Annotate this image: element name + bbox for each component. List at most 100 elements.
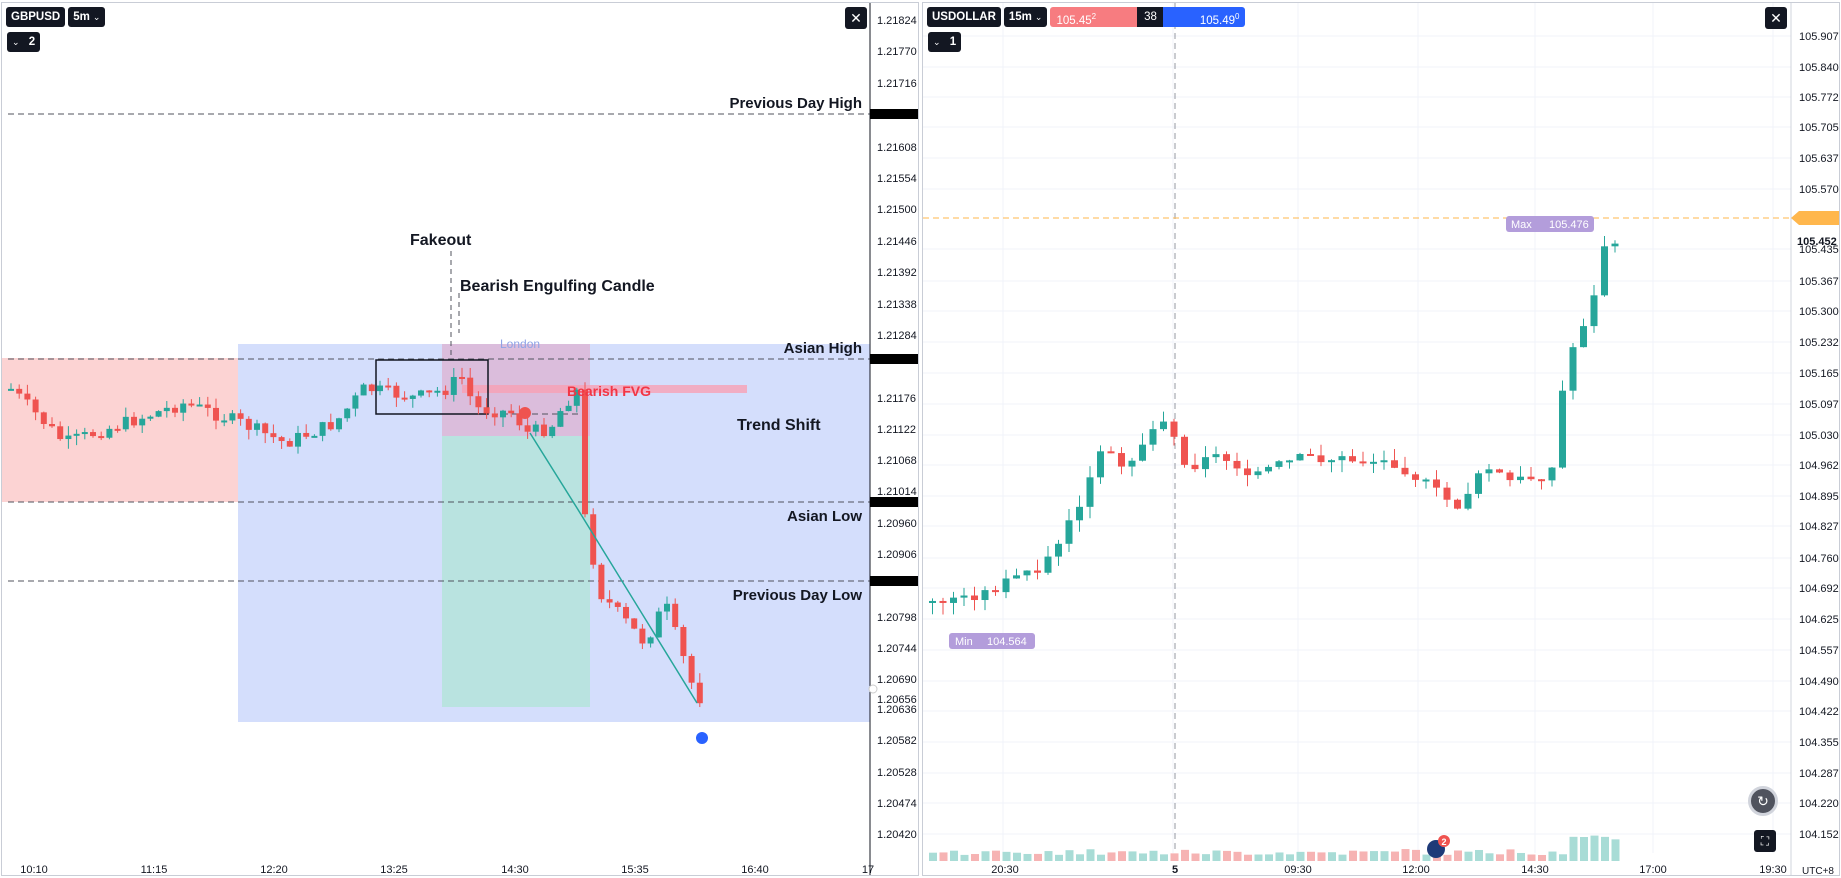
- candle-body: [311, 435, 318, 438]
- max-value: 105.476: [1549, 219, 1589, 231]
- level-price-tag: [870, 497, 918, 507]
- layers-toggle[interactable]: ⌄ 1: [928, 32, 962, 52]
- volume-bar: [1517, 852, 1525, 861]
- sell-price-sup: 2: [1091, 12, 1097, 21]
- gbpusd-chart-canvas[interactable]: Previous Day High Asian High Asian Low Prev…: [2, 3, 919, 876]
- candle-body: [426, 390, 433, 393]
- volume-bar: [1233, 851, 1242, 861]
- candle-body: [409, 395, 416, 399]
- candle-body: [196, 404, 203, 407]
- volume-bar: [1317, 852, 1326, 861]
- candle-body: [254, 423, 260, 430]
- volume-bar: [1401, 849, 1410, 861]
- volume-bar: [1464, 851, 1473, 861]
- candle-body: [163, 407, 170, 412]
- volume-bar: [1454, 850, 1462, 861]
- candle-body: [541, 424, 547, 437]
- candle-body: [614, 602, 621, 607]
- volume-bar: [1548, 851, 1557, 861]
- candle-body: [1328, 460, 1335, 463]
- candle-body: [524, 425, 531, 432]
- target-zone: [442, 436, 590, 707]
- candle-body: [631, 618, 638, 629]
- volume-bar: [1569, 836, 1578, 861]
- price-axis-label: 1.21284: [877, 330, 917, 342]
- candle-body: [442, 390, 449, 395]
- volume-bar: [1013, 852, 1021, 861]
- volume-bar: [1002, 851, 1011, 861]
- volume-bar: [1506, 849, 1515, 861]
- usdollar-chart-pane[interactable]: Max 105.476 Min 104.564 2 105.907 105.840 105.7…: [922, 2, 1840, 876]
- layers-toggle[interactable]: ⌄ 2: [7, 32, 41, 52]
- candle-body: [1128, 460, 1136, 467]
- volume-bar: [1244, 854, 1252, 861]
- candle-body: [204, 404, 211, 408]
- interval-button[interactable]: 5m ⌄: [68, 7, 106, 27]
- candle-body: [1580, 326, 1587, 348]
- volume-bar: [1107, 852, 1116, 861]
- auto-scale-icon[interactable]: ⛶: [1754, 830, 1776, 852]
- price-axis-label: 1.20960: [877, 518, 917, 530]
- candle-body: [483, 407, 490, 414]
- sell-button[interactable]: 105.452: [1050, 7, 1138, 27]
- usdollar-chart-canvas[interactable]: Max 105.476 Min 104.564 2 105.907 105.840 105.7…: [923, 3, 1840, 876]
- price-axis-label: 1.21716: [877, 78, 917, 90]
- symbol-button[interactable]: GBPUSD: [6, 7, 66, 27]
- close-icon[interactable]: ✕: [1765, 7, 1787, 29]
- price-axis-label: 1.21122: [877, 424, 916, 436]
- price-axis-label: 104.625: [1799, 614, 1839, 626]
- candle-body: [655, 611, 662, 638]
- candle-body: [106, 428, 113, 438]
- price-axis-label: 104.895: [1799, 491, 1839, 503]
- price-axis-label: 1.20420: [877, 829, 917, 841]
- candle-body: [549, 426, 556, 437]
- candle-body: [434, 390, 441, 393]
- price-axis-label: 105.367: [1799, 276, 1839, 288]
- candle-body: [1191, 464, 1199, 470]
- volume-bar: [1265, 854, 1273, 861]
- price-axis-label: 104.152: [1799, 829, 1839, 841]
- min-label: Min: [955, 636, 973, 648]
- candle-body: [1401, 467, 1409, 475]
- candle-body: [147, 416, 154, 419]
- price-axis-label: 105.840: [1799, 62, 1839, 74]
- candle-body: [696, 682, 703, 704]
- candle-body: [336, 418, 342, 430]
- price-axis-label: 104.355: [1799, 737, 1839, 749]
- price-axis-label: 104.760: [1799, 553, 1839, 565]
- candle-body: [606, 599, 613, 603]
- candle-body: [73, 433, 80, 436]
- candle-body: [664, 603, 670, 612]
- candle-body: [1370, 461, 1377, 464]
- volume-bar: [1223, 850, 1231, 861]
- candle-body: [1464, 493, 1472, 509]
- candle-body: [1517, 476, 1524, 481]
- price-axis-label: 1.21392: [877, 267, 917, 279]
- price-axis-label: 1.20744: [877, 643, 917, 655]
- candle-body: [500, 410, 506, 418]
- candle-body: [1118, 453, 1125, 467]
- candle-body: [1181, 436, 1188, 465]
- candle-body: [98, 436, 105, 439]
- volume-bar: [950, 850, 958, 861]
- candle-body: [295, 432, 301, 447]
- interval-button[interactable]: 15m ⌄: [1003, 7, 1048, 27]
- price-axis-label: 104.490: [1799, 676, 1839, 688]
- candle-body: [327, 422, 334, 430]
- volume-bar: [1359, 851, 1368, 861]
- volume-bar: [992, 850, 1000, 861]
- candle-body: [1485, 469, 1493, 474]
- candle-body: [450, 376, 457, 395]
- replay-icon[interactable]: ↻: [1748, 786, 1778, 816]
- close-icon[interactable]: ✕: [845, 7, 867, 29]
- current-price-label: 105.452: [1797, 236, 1837, 248]
- candle-body: [1254, 471, 1262, 476]
- candle-body: [573, 389, 580, 406]
- buy-button[interactable]: 105.490: [1163, 7, 1246, 27]
- price-axis-label: 104.557: [1799, 645, 1839, 657]
- gbpusd-chart-pane[interactable]: Previous Day High Asian High Asian Low Prev…: [1, 2, 919, 876]
- candle-body: [647, 637, 654, 644]
- candle-body: [598, 564, 605, 600]
- price-axis-label: 1.21500: [877, 204, 917, 216]
- symbol-button[interactable]: USDOLLAR: [927, 7, 1001, 27]
